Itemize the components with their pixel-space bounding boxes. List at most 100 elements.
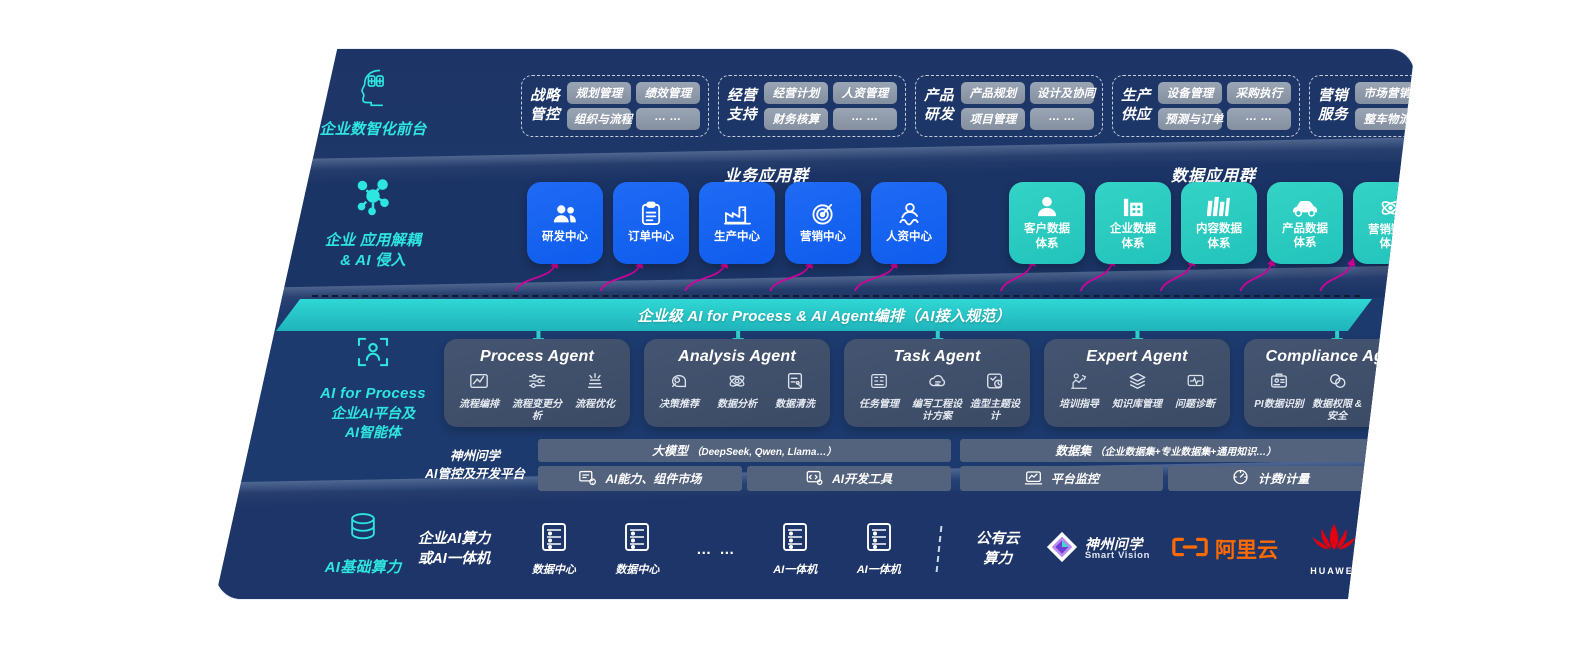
agent-title: Analysis Agent [678, 348, 796, 365]
agent-feature[interactable]: 流程优化 [566, 371, 624, 423]
agent-card-process[interactable]: Process Agent 流程编排 流程变更分析 流程优化 [444, 339, 630, 427]
platform-left-column: 大模型 （DeepSeek, Qwen, Llama…） AI能力、组件市场 A… [538, 437, 951, 493]
user-icon [1036, 195, 1058, 218]
diagnose-icon [1185, 371, 1206, 396]
agent-card-compliance[interactable]: Compliance Agent PI数据识别 数据权限 & 安全 合规预警 [1244, 339, 1414, 427]
domain-tag[interactable]: 绩效管理 [636, 82, 700, 104]
agent-feature[interactable]: 数据权限 & 安全 [1308, 371, 1366, 423]
data-clean-icon [785, 371, 805, 396]
vendor-logo-huawei[interactable]: HUAWEI [1293, 522, 1376, 576]
domain-tag[interactable]: 财务核算 [764, 108, 828, 130]
vendor-logo-shenzhou[interactable]: 神州问学 Smart Vision [1038, 530, 1156, 569]
domain-name-line2: 支持 [727, 107, 757, 123]
rail-ai-title: AI for Process [320, 385, 426, 402]
agent-feature[interactable]: 培训指导 [1050, 371, 1108, 411]
platform-cell-monitor[interactable]: 平台监控 [959, 466, 1164, 491]
data-card-product[interactable]: 产品数据 体系 [1267, 182, 1343, 264]
app-card-label: 订单中心 [628, 231, 674, 244]
ai-boundary-divider [312, 295, 1360, 297]
agent-card-analysis[interactable]: Analysis Agent 决策推荐 数据分析 数据清洗 [644, 339, 830, 427]
app-card-marketing-center[interactable]: 营销中心 [785, 182, 861, 264]
infra-enterprise-compute: 企业AI算力 或AI一体机 [396, 529, 512, 569]
app-card-rnd-center[interactable]: 研发中心 [527, 182, 603, 264]
rail-infra: AI基础算力 [268, 507, 458, 578]
domain-tag[interactable]: … … [1030, 108, 1094, 130]
training-icon [1069, 371, 1089, 396]
domain-tag[interactable]: 组织与流程 [567, 108, 632, 130]
domain-group-operation[interactable]: 经营 支持 经营计划 人资管理 财务核算 … … [718, 75, 906, 137]
dataset-header[interactable]: 数据集 （企业数据集+专业数据集+通用知识…） [959, 439, 1372, 463]
agent-feature[interactable]: 流程编排 [450, 371, 508, 423]
domain-tag[interactable]: … … [833, 108, 897, 130]
agent-feature[interactable]: 决策推荐 [650, 371, 708, 411]
infra-node-datacenter-1[interactable]: 数据中心 [512, 521, 595, 577]
domain-tag[interactable]: 采购执行 [1227, 82, 1291, 104]
infra-node-datacenter-2[interactable]: 数据中心 [596, 521, 679, 577]
agent-feature[interactable]: 问题诊断 [1166, 371, 1224, 411]
agent-feature[interactable]: 流程变更分析 [508, 371, 566, 423]
agent-feature[interactable]: 数据分析 [708, 371, 766, 411]
rail-infra-label: AI基础算力 [324, 559, 402, 576]
ai-orchestration-banner-label: 企业级 AI for Process & AI Agent编排（AI接入规范） [637, 307, 1011, 325]
alert-box-icon [1385, 371, 1405, 396]
domain-name-line2: 服务 [1318, 107, 1348, 123]
agent-card-expert[interactable]: Expert Agent 培训指导 知识库管理 问题诊断 [1044, 339, 1230, 427]
agent-feature[interactable]: 任务管理 [850, 371, 908, 423]
domain-tag[interactable]: 人资管理 [833, 82, 897, 104]
platform-cell-dev-tool[interactable]: AI开发工具 [746, 466, 951, 491]
data-card-label: 营销数据 体系 [1368, 223, 1414, 250]
domain-group-production-supply[interactable]: 生产 供应 设备管理 采购执行 预测与订单 … … [1112, 75, 1300, 137]
agent-card-list: Process Agent 流程编排 流程变更分析 流程优化 [444, 339, 1414, 427]
agent-feature[interactable]: 数据清洗 [766, 371, 824, 411]
app-card-production-center[interactable]: 生产中心 [699, 182, 775, 264]
ai-orchestration-banner[interactable]: 企业级 AI for Process & AI Agent编排（AI接入规范） [276, 299, 1372, 331]
data-card-enterprise[interactable]: 企业数据 体系 [1095, 182, 1171, 264]
domain-tag[interactable]: 设备管理 [1158, 82, 1222, 104]
person-scan-icon [278, 331, 468, 378]
data-card-customer[interactable]: 客户数据 体系 [1009, 182, 1085, 264]
data-card-content[interactable]: 内容数据 体系 [1181, 182, 1257, 264]
monitor-icon [1024, 469, 1043, 489]
app-card-order-center[interactable]: 订单中心 [613, 182, 689, 264]
data-card-marketing[interactable]: 营销数据 体系 [1353, 182, 1414, 264]
domain-tag[interactable]: 市场营销 [1355, 82, 1414, 104]
agent-feature[interactable]: PI数据识别 [1250, 371, 1308, 423]
infra-node-ai-appliance-1[interactable]: AI一体机 [754, 521, 837, 577]
data-card-label: 客户数据 体系 [1024, 223, 1070, 250]
shenzhou-logo-cn: 神州问学 [1084, 535, 1143, 552]
agent-feature[interactable]: 造型主题设计 [966, 371, 1024, 423]
large-model-header[interactable]: 大模型 （DeepSeek, Qwen, Llama…） [538, 439, 951, 463]
rail-ai-sub-2: AI智能体 [345, 424, 401, 441]
domain-group-product-rnd[interactable]: 产品 研发 产品规划 设计及协同 项目管理 … … [915, 75, 1103, 137]
dev-tool-icon [805, 469, 824, 489]
agent-feature[interactable]: 合规预警 [1366, 371, 1414, 423]
vendor-logo-aliyun[interactable]: 阿里云 [1156, 534, 1292, 564]
agent-card-task[interactable]: Task Agent 任务管理 编写工程设计方案 造型主题设计 [844, 339, 1030, 427]
domain-group-list: 战略 管控 规划管理 绩效管理 组织与流程 … … 经营 支持 经营计划 [521, 75, 1414, 137]
domain-tag[interactable]: 项目管理 [961, 108, 1025, 130]
domain-tag[interactable]: 整车物流 [1355, 108, 1414, 130]
domain-name-line1: 生产 [1121, 88, 1151, 105]
domain-group-strategy[interactable]: 战略 管控 规划管理 绩效管理 组织与流程 … … [521, 75, 709, 137]
flow-chart-icon [469, 371, 489, 396]
infra-divider [920, 526, 956, 572]
infra-node-ai-appliance-2[interactable]: AI一体机 [837, 521, 920, 577]
rail-front: 企业数智化前台 [278, 65, 468, 140]
platform-cell-billing[interactable]: 计费/计量 [1168, 466, 1372, 491]
rail-front-label: 企业数智化前台 [319, 121, 427, 138]
agent-feature[interactable]: 知识库管理 [1108, 371, 1166, 411]
domain-tag[interactable]: 预测与订单 [1158, 108, 1223, 130]
domain-tag[interactable]: … … [1227, 108, 1291, 130]
agent-feature[interactable]: 编写工程设计方案 [908, 371, 966, 423]
app-card-hr-center[interactable]: 人资中心 [871, 182, 947, 264]
domain-name-line2: 供应 [1121, 107, 1151, 123]
domain-tag[interactable]: 产品规划 [961, 82, 1025, 104]
domain-tag[interactable]: 规划管理 [567, 82, 631, 104]
layers-icon [1127, 371, 1148, 396]
app-card-label: 人资中心 [886, 231, 932, 244]
platform-cell-component-market[interactable]: AI能力、组件市场 [538, 466, 742, 491]
domain-tag[interactable]: 设计及协同 [1030, 82, 1095, 104]
domain-group-marketing-service[interactable]: 营销 服务 市场营销 客户关系 整车物流 … … [1309, 75, 1414, 137]
domain-tag[interactable]: 经营计划 [764, 82, 828, 104]
domain-tag[interactable]: … … [636, 108, 700, 130]
